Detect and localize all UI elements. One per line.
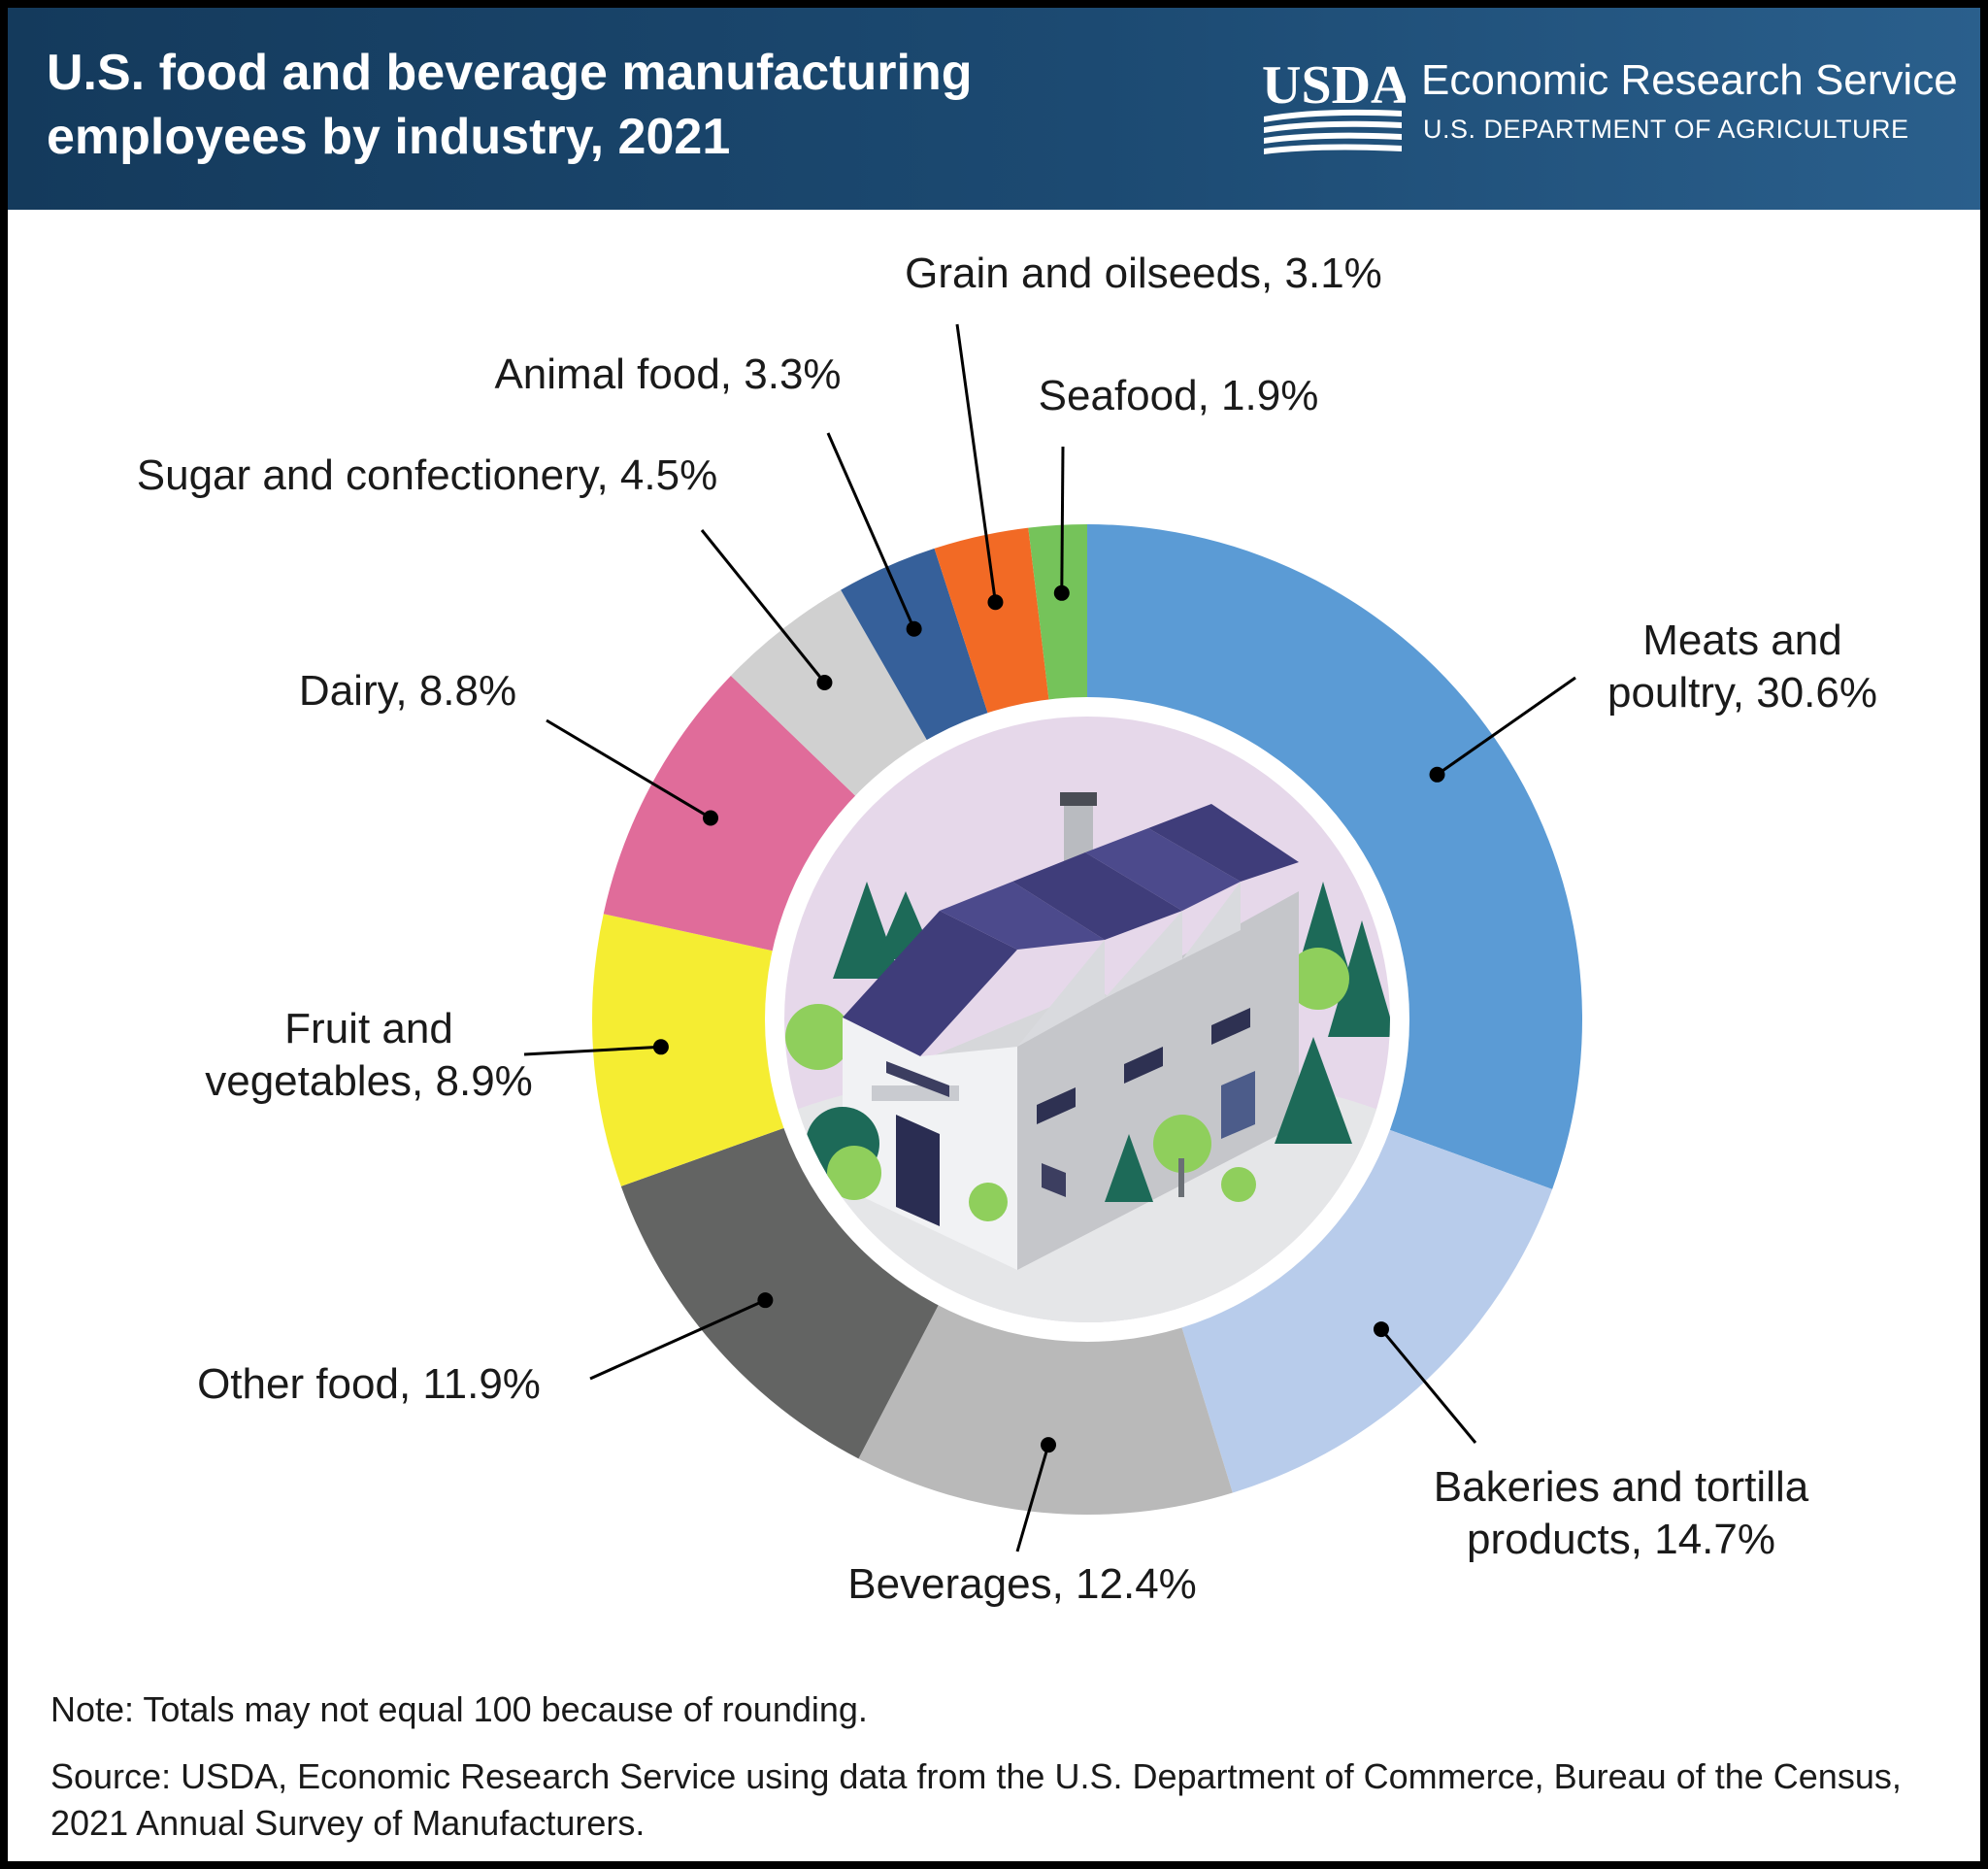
slice-labels: Meats and poultry, 30.6% Bakeries and tort… (137, 250, 1877, 1608)
leader-line (955, 323, 997, 603)
slice-label: products, 14.7% (1467, 1516, 1775, 1563)
leader-dot (757, 1292, 774, 1309)
leader-dot (906, 620, 922, 637)
title-line-1: U.S. food and beverage manufacturing (47, 45, 973, 101)
slice-label: Fruit and (284, 1005, 453, 1052)
slice-label: poultry, 30.6% (1607, 669, 1877, 717)
slice-animal-food (841, 548, 992, 751)
slice-label: Beverages, 12.4% (847, 1560, 1197, 1608)
leader-line (1060, 446, 1065, 593)
slice-label: Animal food, 3.3% (494, 350, 841, 398)
slice-label: Grain and oilseeds, 3.1% (905, 250, 1382, 297)
slice-label: Meats and (1642, 617, 1841, 664)
usda-logo-text: USDA (1262, 55, 1406, 116)
leader-dot (987, 594, 1004, 611)
slice-seafood (1028, 524, 1087, 712)
slice-label: Other food, 11.9% (197, 1360, 541, 1408)
slice-sugar-and-confectionery (730, 589, 933, 804)
slice-fruit-and-vegetables (592, 914, 795, 1186)
leader-dot (703, 810, 719, 826)
slice-label: Seafood, 1.9% (1039, 372, 1319, 419)
leader-dot (1041, 1437, 1057, 1453)
leader-dot (1053, 584, 1070, 601)
slice-label: Bakeries and tortilla (1434, 1463, 1809, 1511)
slice-other-food (620, 1123, 944, 1459)
header-bar: U.S. food and beverage manufacturing emp… (8, 8, 1980, 210)
slice-bakeries-and-tortilla-products (1178, 1125, 1553, 1493)
leader-line (523, 1045, 661, 1056)
leader-line (589, 1298, 766, 1381)
footnote: Note: Totals may not equal 100 because o… (50, 1689, 868, 1729)
agency-name: Economic Research Service (1421, 56, 1958, 104)
leader-dot (816, 675, 833, 691)
slice-meats-and-poultry (1087, 524, 1582, 1189)
usda-logo: USDA (1262, 55, 1406, 154)
leader-line (1015, 1444, 1050, 1552)
leader-dot (1429, 766, 1445, 783)
slice-label: Sugar and confectionery, 4.5% (137, 451, 717, 499)
leader-lines (523, 323, 1576, 1552)
leader-line (700, 529, 826, 684)
department-name: U.S. DEPARTMENT OF AGRICULTURE (1423, 115, 1909, 144)
leader-line (1436, 676, 1576, 777)
source-note: Source: USDA, Economic Research Service … (50, 1756, 1902, 1843)
slice-beverages (858, 1294, 1233, 1516)
leader-dot (1373, 1321, 1389, 1338)
leader-line (546, 718, 712, 819)
slice-grain-and-oilseeds (934, 527, 1050, 724)
slice-label: vegetables, 8.9% (205, 1057, 533, 1105)
slice-label: Dairy, 8.8% (299, 667, 516, 715)
leader-line (826, 432, 915, 630)
title-line-2: employees by industry, 2021 (47, 109, 731, 165)
leader-line (1379, 1328, 1477, 1444)
chart-title: U.S. food and beverage manufacturing emp… (47, 41, 1163, 169)
leader-dot (652, 1039, 669, 1055)
donut-chart: Meats and poultry, 30.6% Bakeries and tort… (137, 250, 1877, 1608)
